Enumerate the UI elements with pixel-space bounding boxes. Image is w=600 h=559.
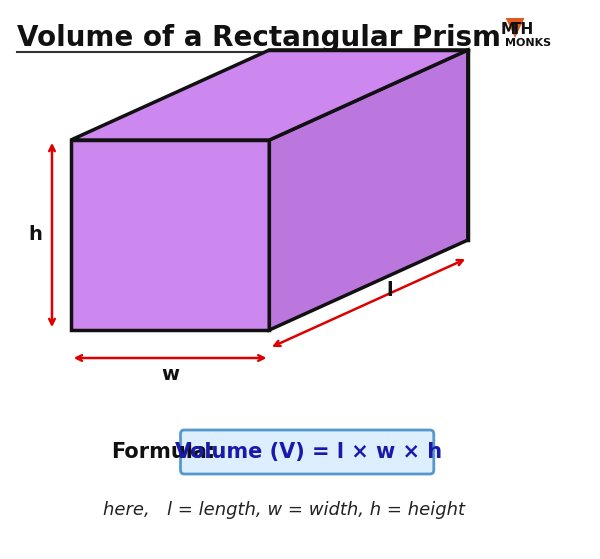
Polygon shape — [71, 50, 468, 140]
Text: MONKS: MONKS — [505, 38, 551, 48]
Text: Volume of a Rectangular Prism: Volume of a Rectangular Prism — [17, 24, 501, 52]
Polygon shape — [71, 140, 269, 330]
Text: M: M — [501, 22, 516, 37]
Text: here,   l = length, w = width, h = height: here, l = length, w = width, h = height — [103, 501, 464, 519]
Text: Formula:: Formula: — [112, 442, 216, 462]
Polygon shape — [269, 50, 468, 330]
FancyBboxPatch shape — [181, 430, 434, 474]
Text: w: w — [161, 364, 179, 383]
Polygon shape — [506, 18, 524, 38]
Text: l: l — [386, 282, 392, 301]
Text: TH: TH — [511, 22, 535, 37]
Text: Volume (V) = l × w × h: Volume (V) = l × w × h — [175, 442, 443, 462]
Text: h: h — [28, 225, 42, 244]
